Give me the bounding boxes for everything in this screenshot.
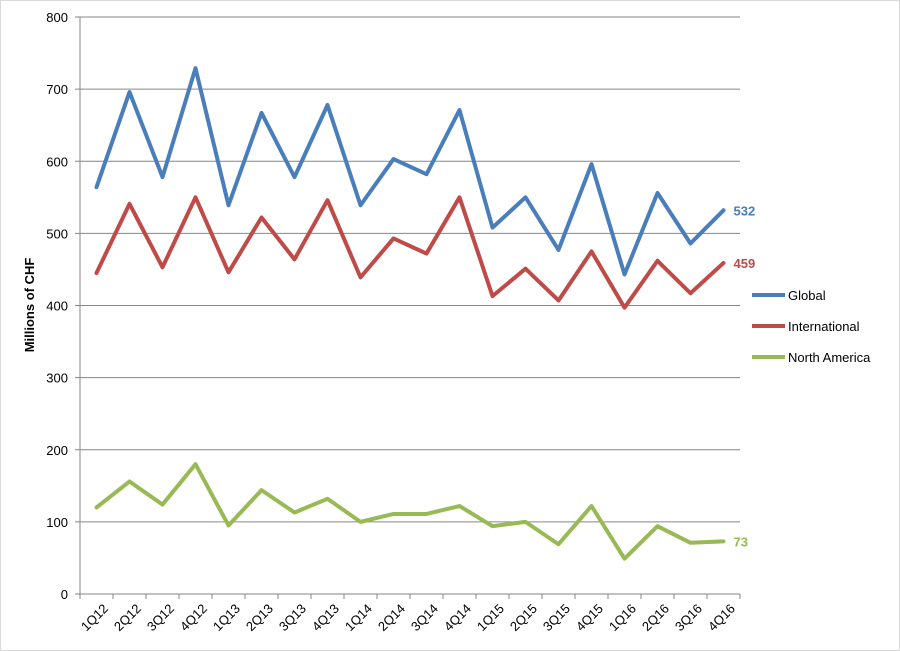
data-point [722, 261, 725, 265]
data-point [326, 198, 329, 202]
data-point [227, 523, 230, 527]
data-point [425, 252, 428, 256]
data-point [392, 512, 395, 516]
series-line-global [94, 66, 726, 277]
data-point [260, 216, 263, 220]
data-point [623, 272, 626, 276]
data-point [194, 195, 197, 199]
data-point [722, 208, 725, 212]
data-point [623, 306, 626, 310]
y-tick-label: 200 [46, 443, 68, 458]
end-labels: 532 459 73 [734, 203, 756, 549]
series-lines [94, 66, 726, 561]
data-point [458, 195, 461, 199]
legend: Global International North America [752, 288, 871, 365]
data-point [326, 103, 329, 107]
data-point [524, 195, 527, 199]
data-point [656, 524, 659, 528]
y-tick-label: 700 [46, 82, 68, 97]
data-point [590, 162, 593, 166]
data-point [392, 157, 395, 161]
data-point [293, 510, 296, 514]
data-point [326, 497, 329, 501]
gridlines [80, 16, 740, 523]
y-axis-title: Millions of CHF [22, 258, 37, 353]
data-point [689, 241, 692, 245]
data-point [227, 203, 230, 207]
legend-label: Global [788, 288, 826, 303]
data-point [161, 265, 164, 269]
end-value-label: 532 [734, 203, 756, 218]
data-point [491, 524, 494, 528]
axes [75, 16, 741, 599]
data-point [491, 294, 494, 298]
data-point [293, 175, 296, 179]
y-tick-label: 600 [46, 154, 68, 169]
data-point [689, 541, 692, 545]
series-line-international [94, 195, 726, 310]
data-point [425, 172, 428, 176]
end-value-label: 459 [734, 256, 756, 271]
data-point [656, 191, 659, 195]
data-point [293, 257, 296, 261]
data-point [392, 236, 395, 240]
data-point [161, 175, 164, 179]
data-point [656, 259, 659, 263]
y-tick-label: 400 [46, 299, 68, 314]
data-point [194, 66, 197, 70]
data-point [557, 542, 560, 546]
data-point [722, 539, 725, 543]
data-point [590, 504, 593, 508]
y-tick-label: 500 [46, 226, 68, 241]
data-point [95, 185, 98, 189]
data-point [359, 520, 362, 524]
data-point [425, 512, 428, 516]
data-point [491, 226, 494, 230]
y-tick-labels: 0 100 200 300 400 500 600 700 800 [46, 10, 68, 602]
y-tick-label: 300 [46, 371, 68, 386]
data-point [95, 505, 98, 509]
y-tick-label: 0 [61, 587, 68, 602]
data-point [557, 298, 560, 302]
data-point [557, 248, 560, 252]
data-point [359, 275, 362, 279]
data-point [689, 291, 692, 295]
data-point [359, 203, 362, 207]
data-point [227, 270, 230, 274]
y-tick-label: 800 [46, 10, 68, 25]
data-point [128, 479, 131, 483]
data-point [128, 202, 131, 206]
series-line-north-america [94, 462, 726, 561]
data-point [95, 271, 98, 275]
data-point [128, 90, 131, 94]
y-tick-label: 100 [46, 515, 68, 530]
data-point [524, 267, 527, 271]
data-point [260, 111, 263, 115]
data-point [458, 504, 461, 508]
data-point [161, 503, 164, 507]
data-point [524, 520, 527, 524]
legend-label: International [788, 319, 860, 334]
data-point [623, 557, 626, 561]
legend-label: North America [788, 350, 871, 365]
data-point [194, 462, 197, 466]
data-point [458, 108, 461, 112]
data-point [260, 488, 263, 492]
end-value-label: 73 [734, 534, 748, 549]
data-point [590, 249, 593, 253]
